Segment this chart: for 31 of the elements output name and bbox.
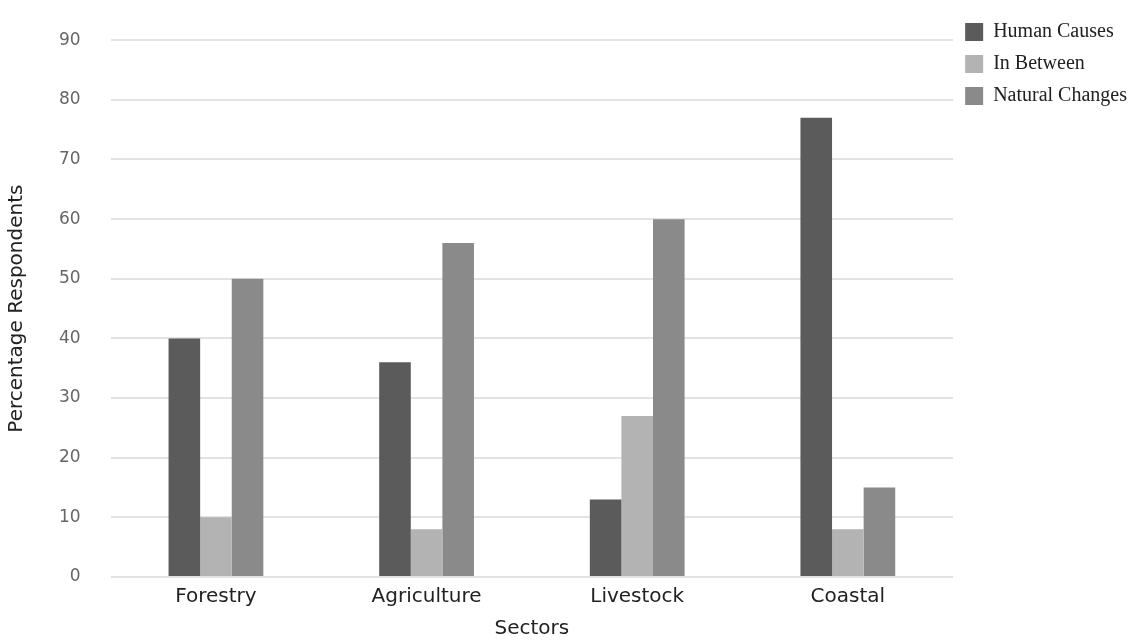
bar — [800, 117, 833, 576]
y-tick-label: 50 — [58, 267, 81, 288]
bar — [410, 529, 443, 576]
y-tick-label: 0 — [69, 565, 81, 586]
y-axis-title: Percentage Respondents — [3, 184, 28, 433]
x-tick-label: Forestry — [175, 583, 257, 608]
y-tick-label: 60 — [58, 207, 81, 228]
bar — [621, 415, 653, 576]
bar — [379, 362, 411, 576]
y-tick-label: 30 — [58, 386, 81, 407]
bar — [653, 219, 685, 576]
y-tick-label: 90 — [58, 28, 81, 49]
legend-label: Natural Changes — [993, 83, 1128, 107]
x-tick-label: Agriculture — [371, 583, 482, 608]
y-tick-label: 70 — [58, 147, 81, 168]
x-axis-title: Sectors — [494, 615, 570, 640]
bar — [863, 487, 896, 576]
bar — [168, 338, 201, 576]
bar — [832, 529, 864, 576]
y-tick-label: 40 — [58, 326, 81, 347]
bar — [589, 499, 622, 576]
x-tick-label: Livestock — [590, 583, 685, 608]
legend-label: In Between — [993, 51, 1085, 74]
y-tick-label: 20 — [58, 446, 81, 467]
bar — [200, 517, 232, 576]
x-tick-label: Coastal — [810, 583, 886, 608]
y-tick-label: 10 — [58, 505, 81, 526]
bar — [231, 278, 264, 576]
y-tick-label: 80 — [58, 88, 81, 109]
legend-label: Human Causes — [993, 19, 1114, 42]
bar — [442, 242, 474, 576]
